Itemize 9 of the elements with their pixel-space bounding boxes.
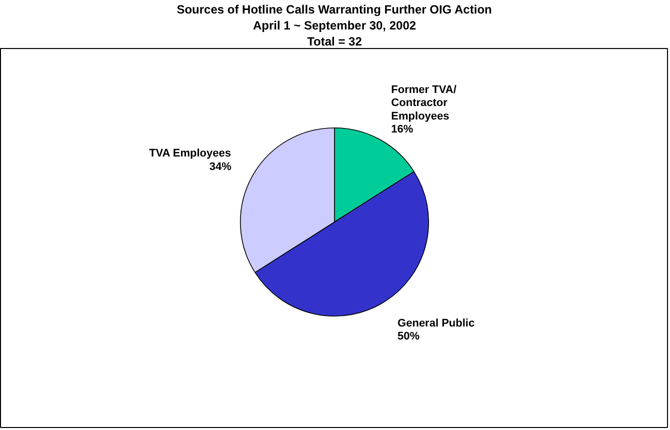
data-label: 16%: [391, 124, 414, 136]
data-label: 34%: [209, 160, 232, 173]
chart-subtitle: April 1 ~ September 30, 2002: [252, 18, 416, 32]
data-label: 50%: [398, 330, 420, 343]
slice-label: Former TVA/ Contractor Employees: [391, 84, 456, 122]
slice-label: TVA Employees: [149, 148, 231, 160]
text: Total = 32: [307, 34, 362, 48]
chart-title: Sources of Hotline Calls Warranting Further OIG Action: [176, 2, 492, 16]
slice-label: General Public: [398, 317, 475, 330]
